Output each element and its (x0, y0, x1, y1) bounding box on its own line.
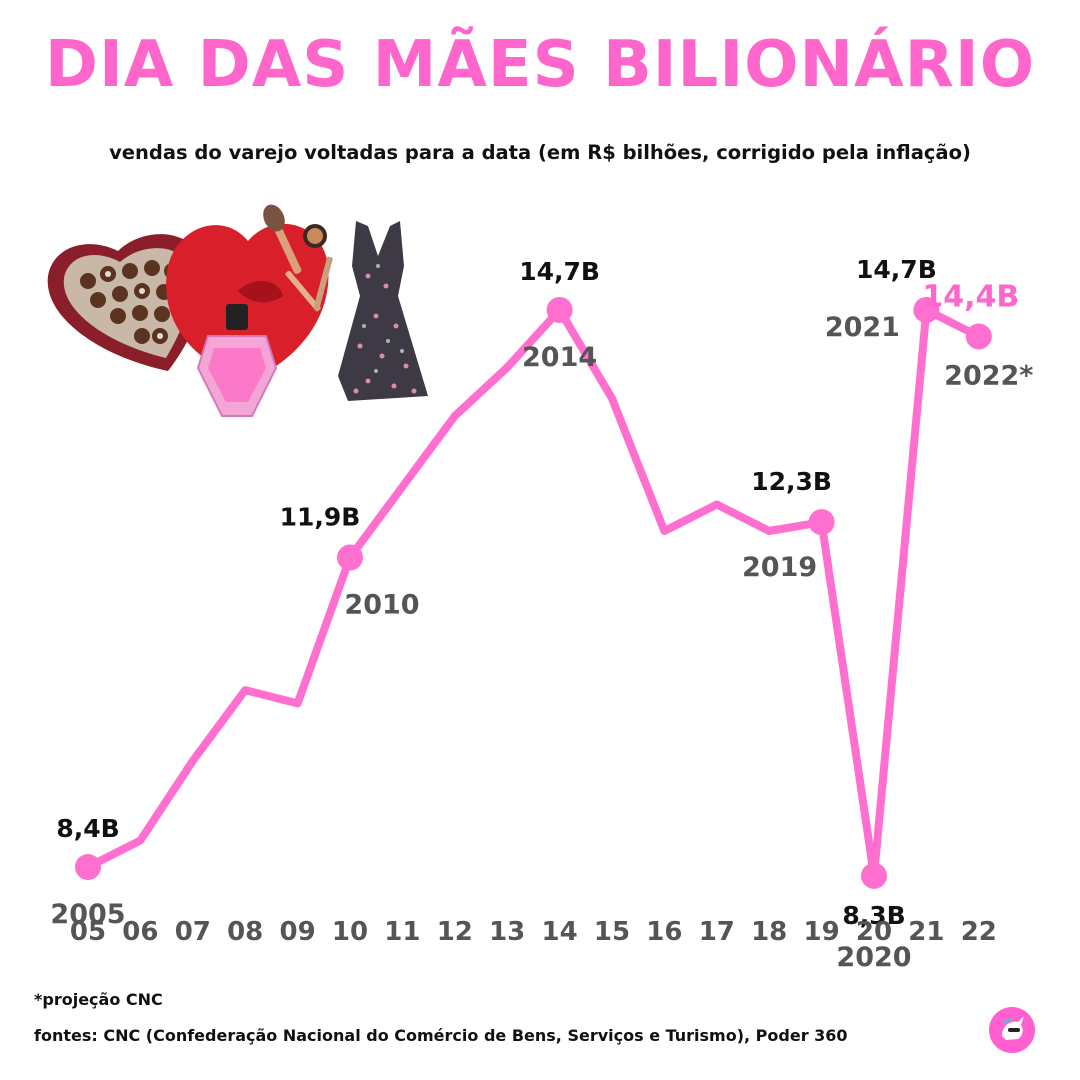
data-point (861, 862, 887, 889)
x-tick-label: 12 (437, 917, 473, 947)
x-tick-label: 20 (856, 917, 892, 947)
year-label: 2019 (742, 552, 817, 583)
data-point (75, 854, 101, 880)
year-label: 2010 (344, 590, 419, 621)
x-tick-label: 17 (699, 917, 735, 947)
x-tick-label: 06 (122, 917, 158, 947)
x-tick-label: 18 (751, 917, 787, 947)
value-label: 11,9B (280, 503, 361, 532)
data-point (546, 296, 573, 323)
year-label: 2005 (50, 899, 125, 930)
chart-subtitle: vendas do varejo voltadas para a data (e… (109, 141, 971, 164)
x-tick-label: 05 (70, 917, 106, 947)
series-line (84, 305, 983, 880)
year-label: 2020 (836, 942, 911, 973)
gifts-illustration (47, 204, 428, 417)
x-tick-label: 10 (332, 917, 368, 947)
x-tick-label: 22 (961, 917, 997, 947)
x-tick-label: 16 (646, 917, 682, 947)
x-tick-label: 08 (227, 917, 263, 947)
chart-title: DIA DAS MÃES BILIONÁRIO (44, 28, 1036, 102)
x-tick-label: 14 (542, 917, 578, 947)
year-label: 2021 (825, 312, 900, 343)
year-label: 2022* (944, 360, 1033, 391)
footnote: *projeção CNC (34, 990, 163, 1009)
data-point (965, 323, 992, 350)
year-label: 2014 (522, 342, 597, 373)
value-label: 12,3B (751, 467, 832, 496)
x-tick-label: 07 (175, 917, 211, 947)
dress-icon (338, 221, 428, 401)
value-label: 14,4B (922, 279, 1019, 314)
value-label: 8,3B (842, 901, 905, 930)
makeup-brush-icon (263, 204, 333, 312)
perfume-bottle-icon (196, 304, 278, 417)
value-label: 8,4B (56, 814, 119, 843)
x-tick-label: 15 (594, 917, 630, 947)
value-label: 14,7B (519, 257, 600, 286)
x-tick-label: 21 (908, 917, 944, 947)
value-label: 14,7B (856, 255, 937, 284)
unicorn-logo-icon (989, 1007, 1035, 1053)
data-point (337, 544, 363, 571)
x-tick-label: 11 (384, 917, 420, 947)
data-point (808, 509, 835, 536)
data-point (913, 296, 940, 323)
x-tick-label: 09 (280, 917, 316, 947)
sources-note: fontes: CNC (Confederação Nacional do Co… (34, 1026, 848, 1045)
x-tick-label: 13 (489, 917, 525, 947)
x-tick-label: 19 (804, 917, 840, 947)
